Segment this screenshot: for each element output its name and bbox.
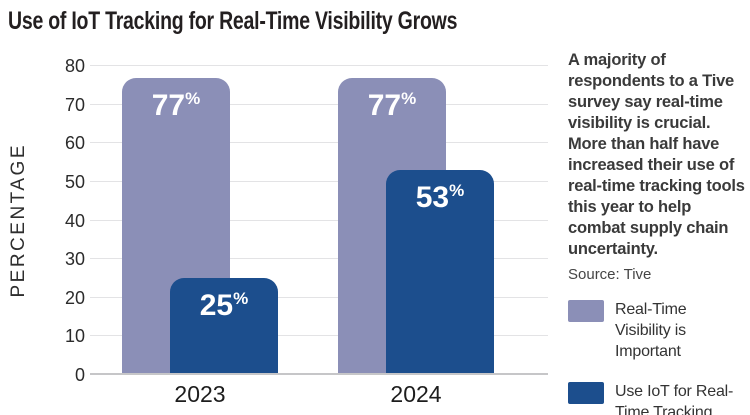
bar-value-label: 77% — [367, 88, 417, 122]
y-tick-40: 40 — [64, 210, 85, 231]
bar-value-label: 77% — [151, 88, 201, 122]
bar-chart: PERCENTAGE 0 10 20 30 40 50 60 70 80 77% 25% 2023 7… — [2, 56, 548, 407]
y-tick-60: 60 — [64, 133, 85, 154]
gridline-50 — [90, 180, 548, 182]
y-tick-0: 0 — [74, 365, 85, 385]
y-tick-70: 70 — [64, 94, 85, 115]
chart-title: Use of IoT Tracking for Real-Time Visibi… — [8, 7, 458, 35]
y-tick-80: 80 — [64, 56, 85, 76]
gridline-70 — [90, 103, 548, 105]
bar-2024-series-2: 53% — [386, 170, 494, 375]
y-tick-10: 10 — [64, 326, 85, 347]
legend-swatch-1 — [568, 300, 604, 322]
y-tick-20: 20 — [64, 287, 85, 308]
gridline-10 — [90, 335, 548, 337]
y-axis-ticks: 0 10 20 30 40 50 60 70 80 — [38, 56, 85, 385]
legend-item-1: Real-Time Visibility is Important — [568, 299, 746, 362]
legend-label-1: Real-Time Visibility is Important — [615, 301, 687, 360]
bar-value-label: 25% — [199, 289, 249, 323]
legend: Real-Time Visibility is Important Use IoT… — [568, 299, 746, 415]
sidebar: A majority of respondents to a Tive surv… — [568, 50, 746, 415]
y-tick-50: 50 — [64, 171, 85, 192]
gridline-80 — [90, 65, 548, 66]
gridline-40 — [90, 219, 548, 221]
source-text: Source: Tive — [568, 266, 652, 283]
y-tick-30: 30 — [64, 249, 85, 270]
y-axis-label: PERCENTAGE — [8, 143, 29, 298]
gridline-60 — [90, 142, 548, 144]
gridline-20 — [90, 296, 548, 298]
bar-value-label: 53% — [415, 181, 465, 215]
legend-label-2: Use IoT for Real-Time Tracking — [615, 383, 734, 415]
plot-area: 77% 25% 2023 77% 53% 2024 — [90, 65, 548, 407]
y-axis: PERCENTAGE — [2, 66, 36, 375]
x-tick-2023: 2023 — [174, 381, 226, 407]
legend-item-2: Use IoT for Real-Time Tracking — [568, 381, 746, 415]
description-text: A majority of respondents to a Tive surv… — [568, 51, 745, 258]
gridline-30 — [90, 258, 548, 260]
bar-2023-series-2: 25% — [170, 278, 278, 375]
gridline-0 — [90, 373, 548, 375]
legend-swatch-2 — [568, 382, 604, 404]
x-tick-2024: 2024 — [390, 381, 442, 407]
